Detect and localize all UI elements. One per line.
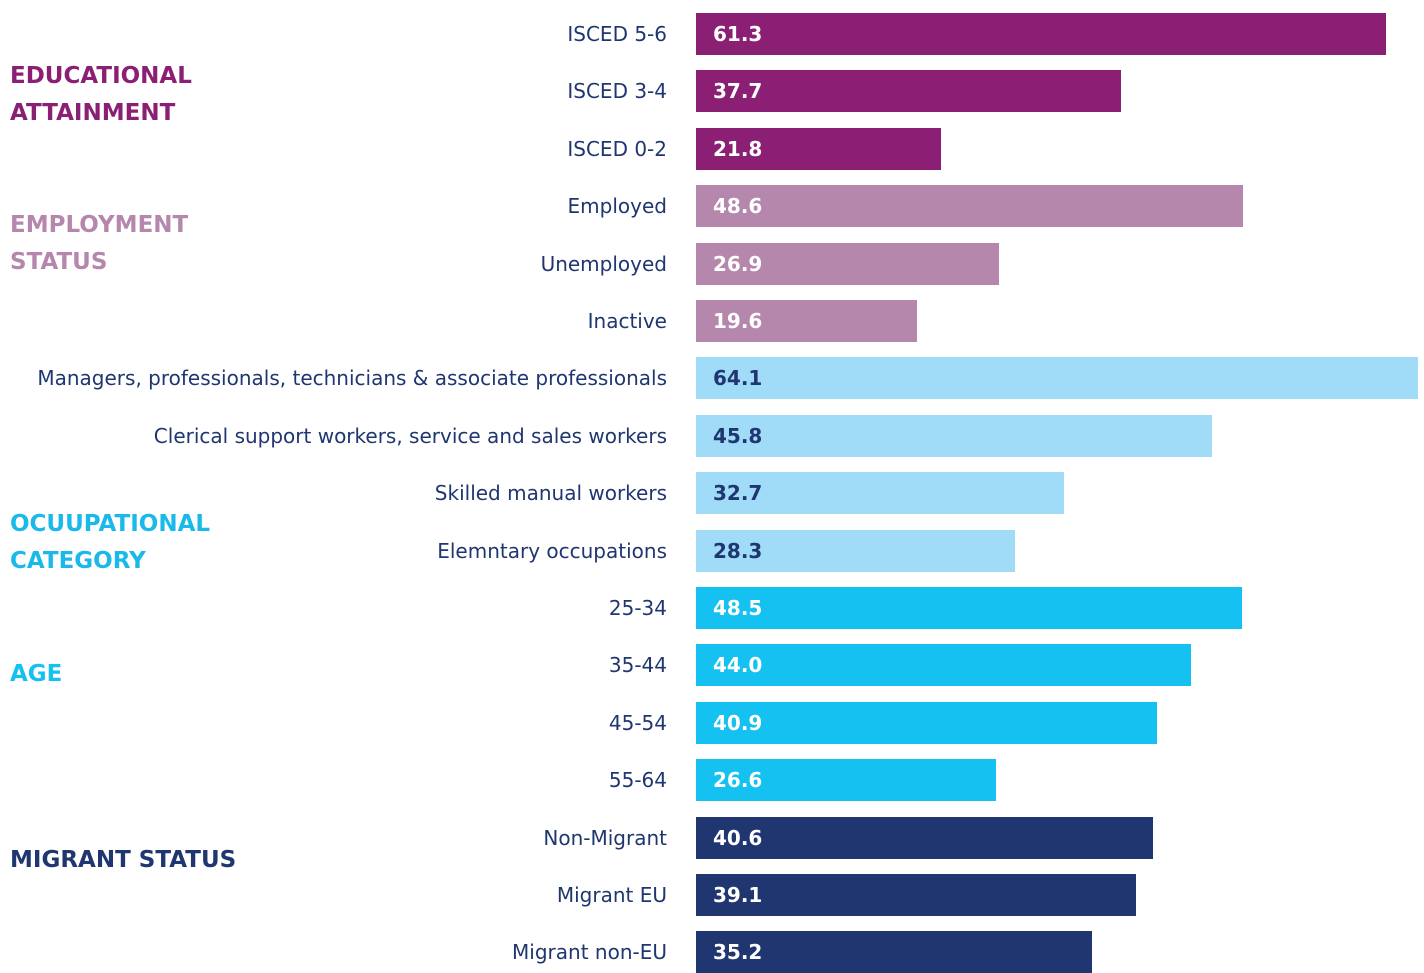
category-label: 55-64	[608, 768, 667, 793]
value-label: 32.7	[713, 481, 763, 506]
category-label: ISCED 0-2	[567, 136, 667, 161]
category-label: Migrant non-EU	[512, 940, 667, 965]
group-label: MIGRANT STATUS	[10, 847, 237, 873]
category-label: Clerical support workers, service and sa…	[153, 423, 667, 448]
bar	[696, 185, 1244, 228]
bar	[696, 874, 1137, 916]
value-label: 39.1	[713, 883, 763, 907]
group-label: OCUUPATIONAL CATEGORY	[10, 511, 211, 574]
bar	[696, 127, 942, 170]
value-label: 40.6	[713, 825, 763, 850]
value-label: 26.6	[713, 768, 763, 793]
category-label: 35-44	[608, 653, 667, 678]
value-label: 28.3	[713, 538, 763, 563]
category-label: ISCED 3-4	[567, 79, 667, 104]
category-label: Unemployed	[540, 251, 667, 276]
bar	[696, 472, 1065, 515]
value-label: 40.9	[713, 710, 763, 735]
bar	[696, 300, 917, 342]
bar	[696, 701, 1157, 744]
value-label: 21.8	[713, 136, 763, 161]
bar	[696, 644, 1192, 687]
category-label: Migrant EU	[556, 883, 667, 907]
category-label: Managers, professionals, technicians & a…	[37, 366, 667, 391]
bar	[696, 70, 1121, 113]
category-label: Skilled manual workers	[434, 481, 667, 506]
value-label: 48.6	[713, 194, 763, 219]
bar	[696, 587, 1243, 629]
bar	[696, 816, 1154, 859]
value-label: 19.6	[713, 309, 763, 333]
category-label: Employed	[567, 194, 667, 219]
bar	[696, 529, 1015, 572]
bar	[696, 242, 999, 285]
category-label: ISCED 5-6	[567, 22, 667, 46]
value-label: 64.1	[713, 366, 763, 391]
bar	[696, 414, 1212, 457]
category-label: 25-34	[608, 596, 667, 620]
bar	[696, 13, 1387, 55]
value-label: 61.3	[713, 22, 763, 46]
category-label: Inactive	[587, 309, 667, 333]
group-label: EMPLOYMENT STATUS	[10, 212, 189, 275]
bar	[696, 357, 1418, 400]
value-label: 35.2	[713, 940, 763, 965]
bar	[696, 931, 1093, 973]
group-label: EDUCATIONAL ATTAINMENT	[10, 63, 192, 126]
bar	[696, 759, 996, 802]
value-label: 48.5	[713, 596, 763, 620]
value-label: 45.8	[713, 423, 763, 448]
group-label: AGE	[10, 661, 63, 687]
value-label: 37.7	[713, 79, 763, 104]
category-label: Elemntary occupations	[437, 538, 667, 563]
value-label: 44.0	[713, 653, 763, 678]
value-label: 26.9	[713, 251, 763, 276]
category-label: 45-54	[608, 710, 667, 735]
category-label: Non-Migrant	[543, 825, 667, 850]
